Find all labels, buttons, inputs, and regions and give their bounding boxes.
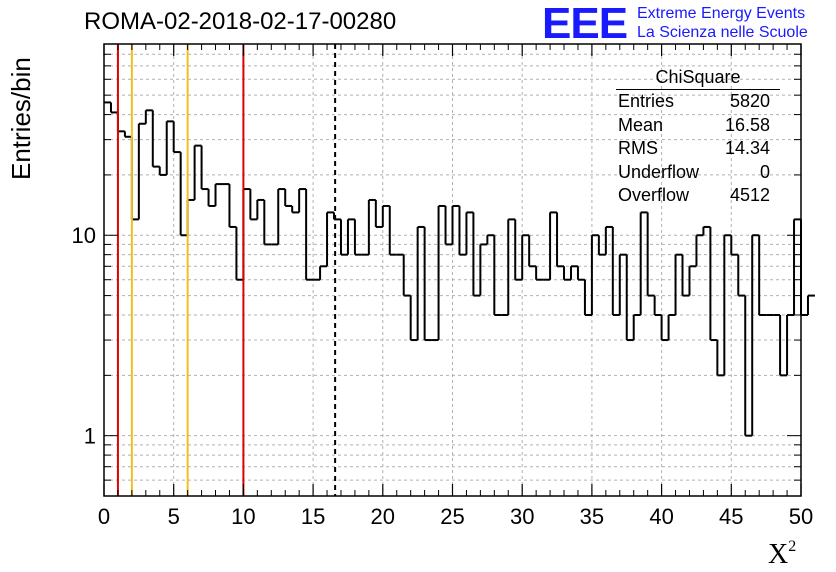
x-tick-label: 5	[168, 504, 180, 529]
x-axis-label: X2	[768, 538, 796, 571]
x-tick-label: 15	[301, 504, 325, 529]
stats-row: RMS 14.34	[610, 137, 780, 161]
x-tick-label: 30	[510, 504, 534, 529]
stats-label: Mean	[618, 114, 664, 135]
stats-row: Overflow 4512	[610, 184, 780, 208]
stats-label: Overflow	[618, 185, 690, 205]
chart-title: ROMA-02-2018-02-17-00280	[84, 8, 397, 35]
stats-row: Underflow 0	[610, 161, 780, 185]
stats-label: Underflow	[618, 161, 700, 182]
eee-logo: EEE	[542, 0, 628, 48]
x-axis-label-base: X	[768, 539, 789, 570]
x-tick-label: 45	[719, 504, 743, 529]
y-tick-label: 1	[84, 424, 96, 449]
x-tick-label: 20	[371, 504, 395, 529]
stats-row: Entries 5820	[610, 90, 780, 114]
logo-caption: Extreme Energy Events La Scienza nelle S…	[637, 4, 808, 42]
x-tick-label: 50	[789, 504, 813, 529]
stats-box: ChiSquare Entries 5820 Mean 16.58 RMS 14.34…	[610, 66, 780, 208]
x-axis-label-superscript: 2	[788, 538, 797, 555]
stats-box-title: ChiSquare	[616, 66, 780, 90]
logo-caption-line2: La Scienza nelle Scuole	[637, 24, 808, 41]
stats-label: Entries	[618, 91, 675, 111]
stats-value: 5820	[729, 91, 770, 111]
stats-label: RMS	[618, 138, 658, 158]
x-tick-label: 0	[98, 504, 110, 529]
histogram-bins	[104, 101, 815, 437]
y-axis-label: Entries/bin	[6, 57, 36, 180]
stats-value: 14.34	[724, 138, 770, 158]
stats-value: 0	[759, 161, 770, 182]
logo-caption-line1: Extreme Energy Events	[637, 5, 806, 22]
x-tick-label: 40	[649, 504, 673, 529]
x-tick-label: 10	[231, 504, 255, 529]
x-tick-label: 25	[440, 504, 464, 529]
y-tick-label: 10	[72, 223, 96, 248]
x-tick-label: 35	[580, 504, 604, 529]
stats-row: Mean 16.58	[610, 114, 780, 138]
axis-ticks: 0 5 10 15 20 25 30 35 40 45 50 1 10	[72, 44, 813, 529]
vertical-marker-lines	[116, 44, 337, 496]
stats-value: 16.58	[724, 114, 770, 135]
stats-value: 4512	[729, 185, 770, 205]
